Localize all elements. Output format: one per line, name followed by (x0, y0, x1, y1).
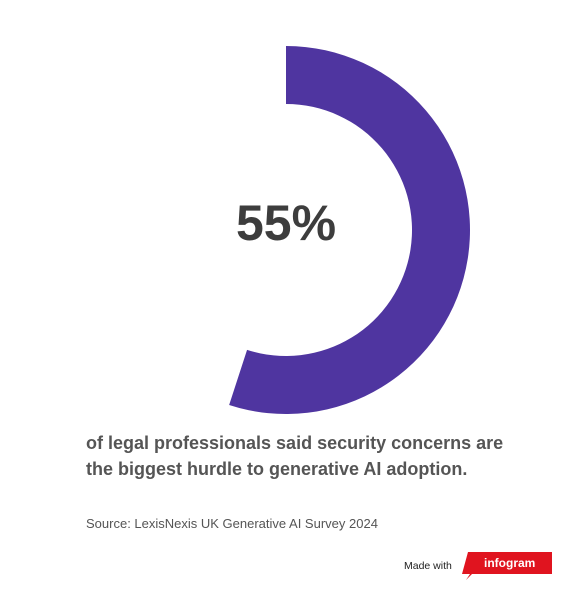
center-value-label: 55% (236, 195, 336, 251)
caption: of legal professionals said security con… (86, 430, 546, 482)
made-with-badge[interactable]: Made with infogram (404, 552, 552, 580)
caption-line-1: of legal professionals said security con… (86, 433, 504, 453)
donut-chart: 55% (80, 40, 490, 420)
infogram-brand-text: infogram (484, 556, 535, 570)
made-with-label: Made with (404, 560, 452, 572)
infogram-logo-icon[interactable]: infogram (461, 552, 552, 580)
source-note: Source: LexisNexis UK Generative AI Surv… (86, 516, 378, 531)
infogram-flag-shape (461, 552, 552, 580)
donut-chart-svg: 55% (229, 46, 471, 415)
donut-arc-value (229, 46, 471, 415)
caption-line-2: the biggest hurdle to generative AI adop… (86, 459, 468, 479)
